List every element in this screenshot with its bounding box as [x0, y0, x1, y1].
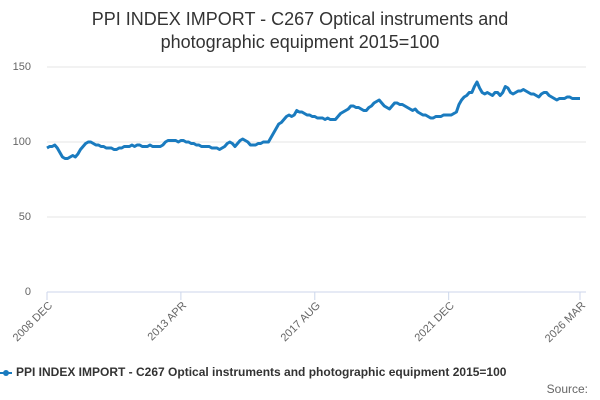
y-tick-label: 50: [19, 211, 31, 223]
chart-title: PPI INDEX IMPORT - C267 Optical instrume…: [91, 9, 509, 52]
legend-label: PPI INDEX IMPORT - C267 Optical instrume…: [16, 365, 507, 379]
y-tick-label: 150: [13, 61, 31, 73]
x-tick-label: 2021 DEC: [412, 300, 456, 344]
x-tick-label: 2017 AUG: [279, 300, 323, 344]
x-tick-label: 2026 MAR: [543, 300, 588, 345]
y-tick-label: 0: [25, 286, 31, 298]
source: Source:: [547, 382, 588, 396]
y-tick-label: 100: [13, 136, 31, 148]
x-tick-label: 2013 APR: [146, 300, 190, 344]
x-tick-label: 2008 DEC: [11, 300, 55, 344]
data-line: [46, 80, 580, 160]
legend-marker: [3, 370, 9, 376]
